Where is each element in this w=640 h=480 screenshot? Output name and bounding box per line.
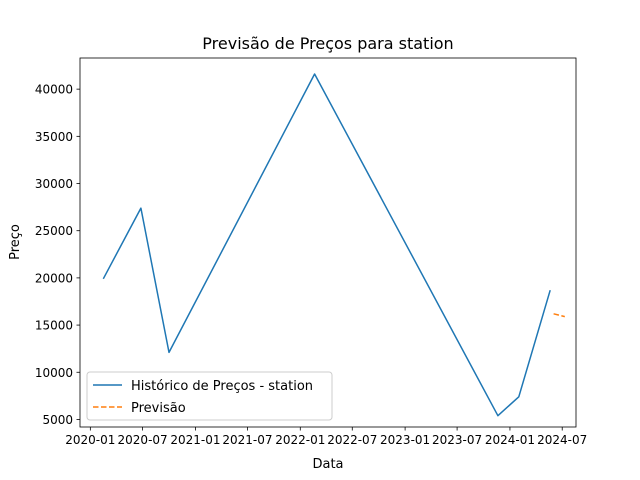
x-tick-label: 2024-01 <box>485 433 535 447</box>
legend: Histórico de Preços - station Previsão <box>86 371 333 421</box>
legend-label-previsao: Previsão <box>131 401 186 416</box>
y-tick-label: 20000 <box>35 271 73 285</box>
series-line-previsao <box>553 313 565 318</box>
y-axis-ticks: 5000 10000 15000 20000 25000 30000 35000 40000 <box>35 83 80 427</box>
x-tick-label: 2024-07 <box>537 433 587 447</box>
y-tick-label: 25000 <box>35 224 73 238</box>
x-tick-label: 2021-07 <box>222 433 272 447</box>
y-tick-label: 5000 <box>42 413 73 427</box>
y-tick-label: 35000 <box>35 130 73 144</box>
x-tick-label: 2021-01 <box>170 433 220 447</box>
x-tick-label: 2022-01 <box>275 433 325 447</box>
y-tick-label: 10000 <box>35 366 73 380</box>
series-layer <box>102 73 565 417</box>
y-tick-label: 40000 <box>35 83 73 97</box>
y-tick-label: 15000 <box>35 319 73 333</box>
legend-label-historico: Histórico de Preços - station <box>131 379 313 394</box>
y-tick-label: 30000 <box>35 177 73 191</box>
y-axis-label: Preço <box>8 224 23 260</box>
x-tick-label: 2020-07 <box>118 433 168 447</box>
x-tick-label: 2020-01 <box>65 433 115 447</box>
x-axis-label: Data <box>312 457 343 472</box>
x-tick-label: 2022-07 <box>327 433 377 447</box>
plot-frame <box>79 57 577 428</box>
chart-title: Previsão de Preços para station <box>202 34 453 53</box>
x-axis-ticks: 2020-01 2020-07 2021-01 2021-07 2022-01 2022-… <box>65 427 587 447</box>
x-tick-label: 2023-07 <box>432 433 482 447</box>
legend-box <box>86 371 333 421</box>
series-line-historico <box>102 73 551 417</box>
x-tick-label: 2023-01 <box>380 433 430 447</box>
